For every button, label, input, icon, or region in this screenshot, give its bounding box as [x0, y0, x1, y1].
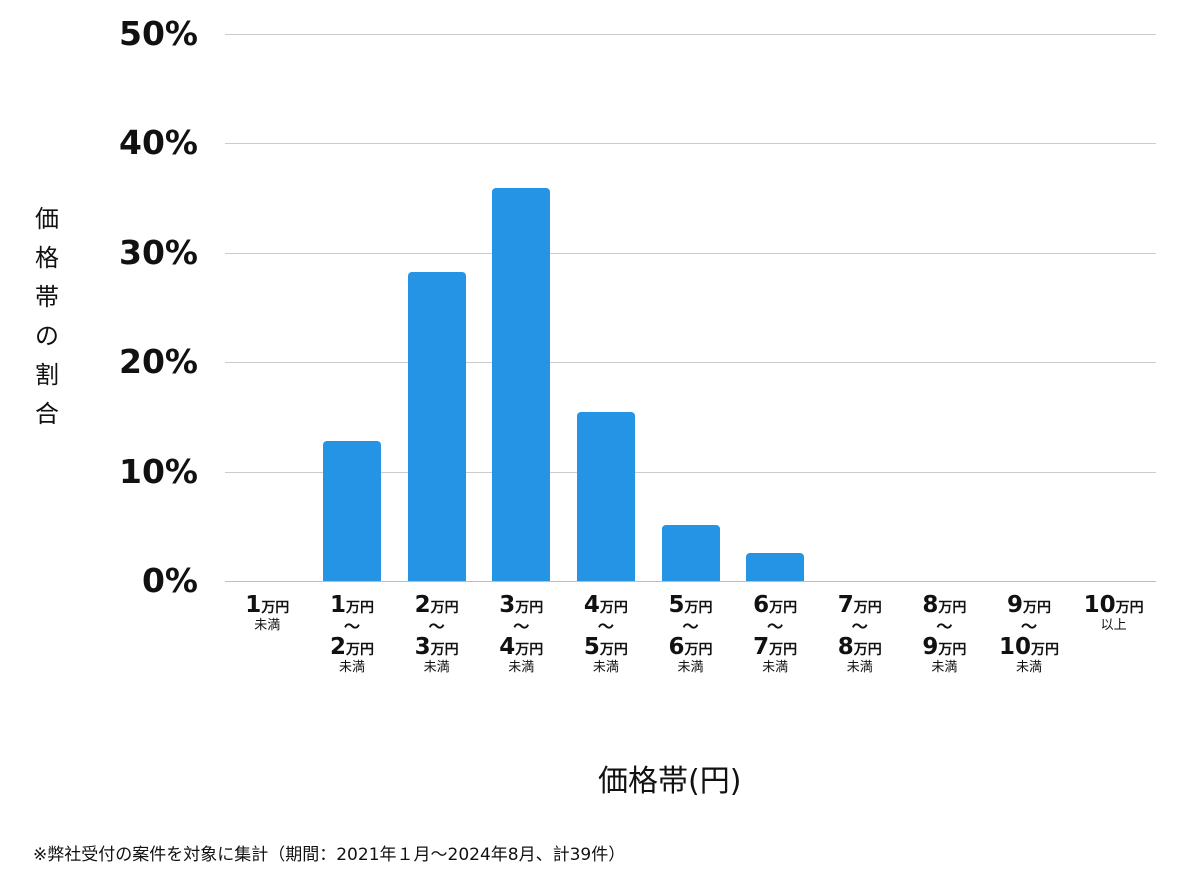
y-tick-label: 50% [119, 13, 198, 53]
y-tick-label: 10% [119, 451, 198, 491]
bar [746, 552, 805, 581]
x-tick-label: 6万円〜 7万円 未満 [753, 592, 798, 675]
gridline [225, 33, 1156, 35]
x-tick-label: 5万円〜 6万円 未満 [668, 592, 713, 675]
x-tick-label: 10万円 以上 [1083, 592, 1144, 633]
x-tick-label: 8万円〜 9万円 未満 [922, 592, 967, 675]
gridline [225, 143, 1156, 144]
bar [492, 187, 551, 581]
y-tick-label: 0% [141, 561, 198, 600]
x-axis-line [225, 581, 1156, 582]
y-tick-label: 30% [119, 232, 198, 272]
x-tick-label: 1万円〜 2万円 未満 [329, 592, 374, 675]
x-tick-label: 3万円〜 4万円 未満 [499, 592, 544, 675]
x-tick-label: 4万円〜 5万円 未満 [583, 592, 628, 675]
gridline [225, 471, 1156, 473]
bar [576, 412, 635, 581]
x-axis-label: 価格帯(円) [598, 764, 742, 799]
gridline [225, 252, 1156, 254]
bar [322, 440, 381, 581]
y-tick-label: 20% [119, 342, 198, 381]
y-tick-label: 40% [119, 123, 198, 162]
gridline [225, 362, 1156, 363]
x-tick-label: 2万円〜 3万円 未満 [414, 592, 459, 675]
bar [407, 272, 466, 581]
x-tick-label: 9万円〜 10万円 未満 [999, 592, 1060, 675]
bar [661, 525, 720, 581]
y-axis-label: 価格帯の割合 [35, 205, 59, 428]
footnote: ※弊社受付の案件を対象に集計（期間：2021年１月〜2024年8月、計39件） [33, 845, 626, 865]
x-tick-label: 1万円 未満 [245, 592, 290, 633]
x-tick-label: 7万円〜 8万円 未満 [837, 592, 882, 675]
